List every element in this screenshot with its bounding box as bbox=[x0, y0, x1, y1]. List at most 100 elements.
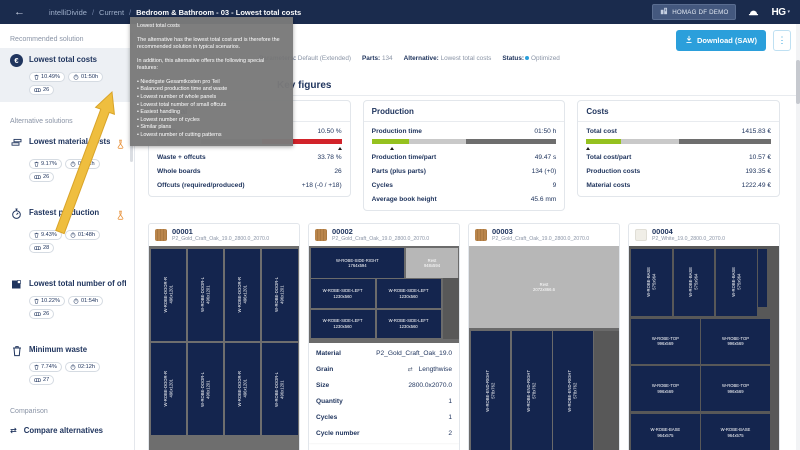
offcut-panel-icon bbox=[10, 278, 23, 291]
waste-badge: 10.22% bbox=[29, 296, 65, 306]
grain-direction-icon: ⇄ bbox=[407, 365, 413, 373]
status-dot bbox=[525, 56, 530, 60]
breadcrumb-separator: / bbox=[91, 7, 95, 17]
row-label: Whole boards bbox=[157, 167, 201, 175]
cutting-pattern-card-00002[interactable]: 00002 P2_Gold_Craft_Oak_19.0_2800.0_2070… bbox=[308, 223, 460, 450]
comparison-header: Comparison bbox=[10, 408, 48, 415]
compare-arrows-icon: ⇄ bbox=[10, 426, 17, 435]
cutting-pattern-preview[interactable]: Rest 2072x866.6 W-ROBE-END-RIGHT 578x762 W… bbox=[469, 246, 619, 450]
row-value: 10.57 € bbox=[749, 153, 772, 161]
pattern-material: P2_Gold_Craft_Oak_19.0_2800.0_2070.0 bbox=[332, 236, 430, 243]
production-card-title: Production bbox=[363, 101, 565, 122]
row-label: Total cost/part bbox=[586, 153, 632, 161]
row-label: Production time/part bbox=[371, 153, 437, 161]
tooltip-body: The alternative has the lowest total cos… bbox=[137, 36, 280, 51]
meta-parts: Parts: 134 bbox=[362, 55, 393, 62]
meta-status: Status: Optimized bbox=[502, 55, 560, 62]
time-badge: 02:11h bbox=[64, 159, 100, 169]
page-scrollbar[interactable] bbox=[796, 24, 800, 450]
breadcrumb-app[interactable]: intelliDivide bbox=[49, 7, 87, 17]
cutting-pattern-preview[interactable]: W-ROBE-BASE 575x964 W-ROBE-BASE 575x964 W-… bbox=[629, 246, 779, 450]
boards-badge: 26 bbox=[29, 85, 55, 95]
row-value: 49.47 s bbox=[534, 153, 557, 161]
experiment-flask-icon bbox=[116, 207, 126, 225]
compare-alternatives-button[interactable]: ⇄ Compare alternatives bbox=[0, 420, 134, 441]
compare-alternatives-label: Compare alternatives bbox=[23, 426, 104, 435]
sidebar-item-lowest-total-costs[interactable]: € Lowest total costs 10.49% 01:50h 26 bbox=[0, 48, 134, 102]
solution-title: Lowest total costs bbox=[29, 55, 98, 64]
cutting-pattern-card-00004[interactable]: 00004 P2_White_19.0_2800.0_2070.0 W-ROBE… bbox=[628, 223, 780, 450]
sidebar-item-fastest-production[interactable]: Fastest production 9.43% 01:48h 28 bbox=[0, 201, 134, 260]
account-menu[interactable]: HG ▾ bbox=[771, 7, 790, 18]
row-value: 45.6 mm bbox=[530, 195, 557, 203]
meta-alternative: Alternative: Lowest total costs bbox=[403, 55, 492, 62]
sidebar-item-lowest-total-number-of-offcuts[interactable]: Lowest total number of offc... 10.22% 01… bbox=[0, 272, 134, 326]
boards-badge: 27 bbox=[29, 375, 55, 385]
tooltip-title: Lowest total costs bbox=[137, 23, 180, 29]
pattern-id: 00003 bbox=[492, 227, 513, 236]
download-icon bbox=[685, 35, 693, 46]
key-figures-title: Key figures bbox=[277, 80, 332, 91]
costs-card: Costs Total cost 1415.83 € Total cost/par… bbox=[577, 100, 781, 197]
waste-bin-icon bbox=[10, 344, 23, 357]
recommended-solution-header: Recommended solution bbox=[10, 36, 84, 43]
cutting-pattern-preview[interactable]: W-ROBE-DOOR-R 496x1201 W-ROBE-DOOR-L 496x1… bbox=[149, 246, 299, 450]
row-value: 10.50 % bbox=[317, 127, 342, 135]
row-label: Production costs bbox=[586, 167, 641, 175]
experiment-flask-icon bbox=[116, 136, 126, 154]
pattern-material: P2_Gold_Craft_Oak_19.0_2800.0_2070.0 bbox=[172, 236, 270, 243]
waste-badge: 10.49% bbox=[29, 72, 65, 82]
waste-badge: 7.74% bbox=[29, 362, 62, 372]
recommended-euro-icon: € bbox=[10, 54, 23, 67]
tooltip-feature-list: Niedrigste Gesamtkosten pro Teil Balance… bbox=[137, 79, 286, 140]
row-value: 01:50 h bbox=[534, 127, 557, 135]
pattern-id: 00002 bbox=[332, 227, 353, 236]
back-arrow-icon[interactable]: ← bbox=[14, 6, 25, 18]
row-value: 1222.49 € bbox=[741, 181, 772, 189]
main-content: Download (SAW) ⋮ Parameters: Default (Ex… bbox=[135, 24, 800, 450]
solution-title: Minimum waste bbox=[29, 345, 88, 354]
breadcrumb: intelliDivide / Current / Bedroom & Bath… bbox=[49, 8, 301, 17]
pattern-id: 00001 bbox=[172, 227, 193, 236]
breadcrumb-section[interactable]: Current bbox=[99, 7, 125, 17]
time-badge: 02:12h bbox=[64, 362, 100, 372]
row-label: Average book height bbox=[371, 195, 437, 203]
download-saw-button[interactable]: Download (SAW) bbox=[676, 30, 766, 51]
boards-badge: 26 bbox=[29, 172, 55, 182]
boards-badge: 28 bbox=[29, 243, 55, 253]
organization-button[interactable]: HOMAG DF DEMO bbox=[652, 4, 737, 20]
material-costs-icon bbox=[10, 136, 23, 149]
row-label: Parts (plus parts) bbox=[371, 167, 426, 175]
page-scrollbar-thumb[interactable] bbox=[796, 60, 800, 104]
stopwatch-icon bbox=[10, 207, 23, 220]
cutting-pattern-card-00001[interactable]: 00001 P2_Gold_Craft_Oak_19.0_2800.0_2070… bbox=[148, 223, 300, 450]
breadcrumb-separator: / bbox=[129, 7, 132, 17]
pattern-info-popover: Material P2_Gold_Craft_Oak_19.0 Grain ⇄ Le… bbox=[309, 343, 459, 444]
row-value: 134 (+0) bbox=[531, 167, 557, 175]
cutting-pattern-preview[interactable]: W-ROBE-SIDE-RIGHT 1764x594 Rest 948x594 W-… bbox=[309, 246, 459, 344]
row-value: +18 (-0 / +18) bbox=[301, 181, 342, 189]
chevron-down-icon: ▾ bbox=[787, 9, 790, 15]
homag-logo: HG bbox=[771, 6, 786, 18]
more-options-button[interactable]: ⋮ bbox=[773, 30, 791, 51]
production-card: Production Production time 01:50 h Produc… bbox=[362, 100, 566, 211]
row-value: 1415.83 € bbox=[741, 127, 772, 135]
row-label: Material costs bbox=[586, 181, 631, 189]
row-label: Total cost bbox=[586, 127, 617, 135]
sidebar-item-minimum-waste[interactable]: Minimum waste 7.74% 02:12h 27 bbox=[0, 338, 134, 392]
cutting-pattern-card-00003[interactable]: 00003 P2_Gold_Craft_Oak_19.0_2800.0_2070… bbox=[468, 223, 620, 450]
waste-badge: 9.17% bbox=[29, 159, 62, 169]
row-label: Waste + offcuts bbox=[157, 153, 206, 161]
tooltip-body: In addition, this alternative offers the… bbox=[137, 57, 265, 72]
production-gauge bbox=[371, 139, 557, 150]
row-value: 193.35 € bbox=[745, 167, 772, 175]
sidebar-item-lowest-material-costs[interactable]: Lowest material costs 9.17% 02:11h 26 bbox=[0, 130, 134, 189]
breadcrumb-current-page: Bedroom & Bathroom - 03 - Lowest total c… bbox=[136, 7, 302, 17]
service-helmet-icon[interactable] bbox=[748, 8, 759, 17]
solution-title: Lowest material costs bbox=[29, 137, 110, 146]
material-swatch-icon bbox=[155, 229, 167, 242]
solution-title: Fastest production bbox=[29, 208, 100, 217]
pattern-id: 00004 bbox=[652, 227, 673, 236]
row-value: 9 bbox=[552, 181, 557, 189]
costs-card-title: Costs bbox=[578, 101, 780, 122]
